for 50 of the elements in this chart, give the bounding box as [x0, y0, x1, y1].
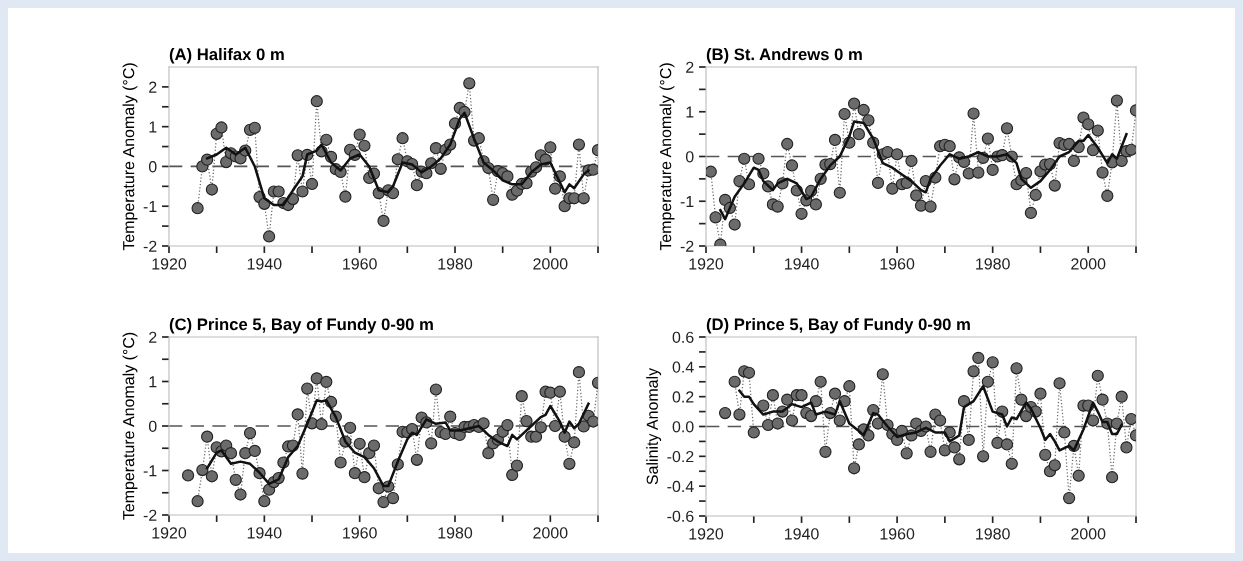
- y-tick-label: 0.0: [672, 421, 694, 433]
- x-tick-label: 1980: [438, 527, 473, 539]
- x-tick-label: 1940: [785, 258, 819, 270]
- x-tick-label: 1960: [880, 528, 915, 540]
- x-tick-label: 1960: [880, 258, 915, 270]
- y-tick-label: 1: [686, 106, 694, 118]
- y-axis-title: Temperature Anomaly (°C): [122, 332, 138, 520]
- y-tick-label: 0: [685, 151, 694, 163]
- x-tick-label: 1920: [689, 258, 724, 270]
- y-tick-label: 2: [686, 61, 694, 73]
- y-axis-title: Temperature Anomaly (°C): [122, 63, 138, 251]
- x-tick-label: 2000: [533, 258, 568, 270]
- x-tick-label: 1940: [247, 258, 282, 270]
- y-tick-label: -1: [143, 465, 157, 477]
- y-tick-label: -1: [143, 201, 157, 213]
- y-tick-label: 2: [149, 331, 157, 343]
- chart-title: (C) Prince 5, Bay of Fundy 0-90 m: [169, 317, 433, 334]
- y-tick-label: 0: [148, 420, 157, 432]
- x-tick-label: 2000: [1071, 528, 1106, 540]
- x-tick-label: 1980: [976, 258, 1010, 270]
- y-tick-label: 1: [149, 376, 157, 388]
- x-tick-label: 1920: [689, 528, 724, 540]
- y-tick-label: 2: [149, 81, 157, 93]
- y-tick-label: 1: [149, 121, 157, 133]
- x-tick-label: 1980: [438, 258, 473, 270]
- x-tick-label: 1960: [343, 527, 377, 539]
- y-tick-label: -1: [680, 196, 694, 208]
- x-tick-label: 1960: [343, 258, 377, 270]
- y-tick-label: 0.4: [672, 361, 694, 373]
- x-tick-label: 1920: [152, 527, 187, 539]
- y-tick-label: -0.6: [667, 510, 694, 522]
- x-tick-label: 2000: [533, 527, 568, 539]
- chart-title: (D) Prince 5, Bay of Fundy 0-90 m: [706, 317, 970, 334]
- y-tick-label: -2: [143, 509, 157, 521]
- y-axis-title: Temperature Anomaly (°C): [659, 63, 675, 251]
- x-tick-label: 1980: [976, 528, 1010, 540]
- chart-title: (A) Halifax 0 m: [169, 47, 284, 64]
- x-tick-label: 1940: [785, 528, 819, 540]
- y-tick-label: -0.4: [667, 480, 694, 493]
- y-tick-label: 0: [148, 161, 157, 173]
- x-tick-label: 1940: [247, 527, 282, 539]
- x-tick-label: 2000: [1071, 258, 1106, 270]
- y-tick-label: 0.2: [672, 391, 694, 403]
- y-tick-label: 0.6: [672, 331, 694, 343]
- x-tick-label: 1920: [152, 258, 187, 270]
- y-tick-label: -2: [143, 240, 157, 252]
- y-tick-label: -2: [680, 240, 694, 252]
- y-axis-title: Salinity Anomaly: [646, 367, 662, 485]
- chart-title: (B) St. Andrews 0 m: [706, 47, 862, 64]
- y-tick-label: -0.2: [667, 450, 694, 463]
